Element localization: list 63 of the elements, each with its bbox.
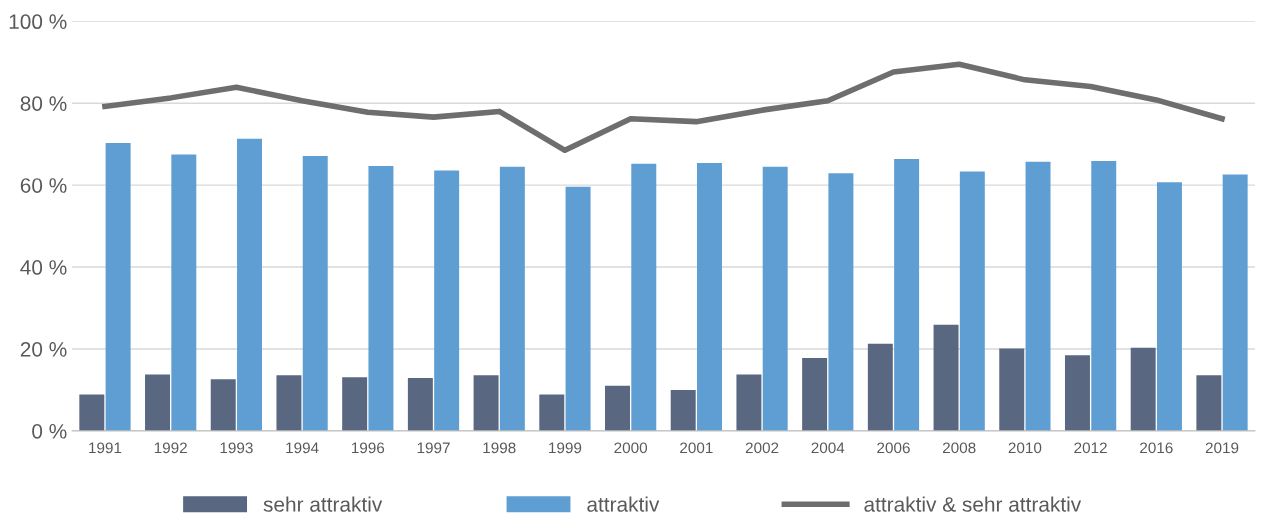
- bar: [302, 156, 328, 431]
- bar: [539, 394, 565, 431]
- bar: [1222, 174, 1248, 431]
- y-tick-label: 80 %: [20, 96, 67, 111]
- x-tick-label: 2006: [877, 442, 910, 454]
- bar: [276, 375, 302, 431]
- x-tick-label: 2008: [942, 442, 976, 454]
- bar: [105, 142, 131, 431]
- bar: [473, 375, 499, 431]
- x-tick-label: 2016: [1140, 442, 1173, 454]
- bar: [867, 343, 893, 431]
- bar: [933, 324, 959, 431]
- bar: [697, 163, 722, 431]
- x-tick-label: 1994: [286, 442, 319, 454]
- bar: [368, 165, 394, 431]
- bar: [342, 377, 368, 431]
- bar: [407, 378, 433, 431]
- y-tick-label: 40 %: [20, 260, 67, 275]
- bar: [670, 389, 696, 431]
- y-tick-label: 60 %: [20, 178, 67, 193]
- bar: [171, 154, 197, 431]
- bar: [79, 394, 105, 431]
- bar: [605, 385, 630, 431]
- bar: [736, 374, 762, 431]
- x-tick-label: 2000: [614, 442, 648, 454]
- bar: [565, 186, 591, 431]
- bar: [631, 163, 657, 431]
- x-tick-label: 2001: [680, 442, 713, 454]
- x-tick-label: 2010: [1008, 442, 1042, 454]
- bar: [434, 170, 460, 431]
- bar: [1130, 347, 1156, 431]
- bar: [1156, 182, 1182, 431]
- bar: [1025, 161, 1051, 431]
- y-tick-label: 20 %: [20, 341, 67, 357]
- x-tick-label: 1992: [154, 442, 187, 454]
- bar: [894, 158, 920, 431]
- bar: [762, 166, 788, 431]
- x-tick-label: 1998: [483, 442, 516, 454]
- bar: [999, 348, 1025, 431]
- x-tick-label: 1993: [220, 442, 253, 454]
- bar: [1091, 160, 1117, 431]
- bar: [145, 374, 171, 431]
- legend-label: sehr attraktiv: [263, 496, 383, 512]
- bar: [959, 171, 985, 431]
- y-tick-label: 100 %: [9, 14, 67, 30]
- bar: [1196, 375, 1222, 431]
- legend-label: attraktiv & sehr attraktiv: [864, 496, 1082, 512]
- x-tick-label: 2019: [1205, 442, 1239, 454]
- bar: [828, 173, 854, 431]
- x-tick-label: 1991: [89, 442, 122, 454]
- x-tick-label: 1997: [417, 442, 450, 454]
- bar: [210, 379, 236, 431]
- x-tick-label: 2004: [811, 442, 845, 454]
- bar: [237, 138, 263, 431]
- x-tick-label: 2002: [745, 442, 779, 454]
- bar: [499, 166, 525, 431]
- x-tick-label: 1996: [351, 442, 385, 454]
- y-tick-label: 0 %: [32, 423, 67, 439]
- bar: [1064, 355, 1090, 431]
- legend-label: attraktiv: [587, 496, 660, 512]
- x-tick-label: 1999: [549, 442, 582, 454]
- x-tick-label: 2012: [1074, 442, 1107, 454]
- bar: [802, 358, 828, 431]
